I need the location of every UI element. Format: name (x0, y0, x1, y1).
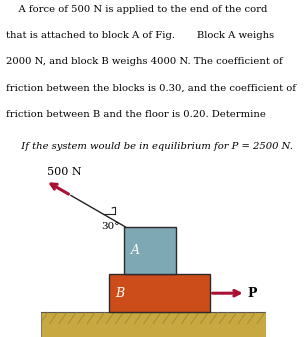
Text: If the system would be in equilibrium for P = 2500 N.: If the system would be in equilibrium fo… (15, 143, 293, 151)
Text: that is attached to block A of Fig.       Block A weighs: that is attached to block A of Fig. Bloc… (6, 31, 274, 40)
Text: friction between B and the floor is 0.20. Determine: friction between B and the floor is 0.20… (6, 110, 266, 119)
Bar (109, 274, 210, 312)
Text: 30°: 30° (101, 221, 120, 231)
Text: A force of 500 N is applied to the end of the cord: A force of 500 N is applied to the end o… (6, 5, 267, 14)
Text: P: P (248, 287, 257, 300)
Bar (41, 312, 266, 337)
Text: B: B (115, 287, 124, 300)
Text: 500 N: 500 N (47, 167, 81, 178)
Text: A: A (131, 244, 140, 257)
Text: 2000 N, and block B weighs 4000 N. The coefficient of: 2000 N, and block B weighs 4000 N. The c… (6, 57, 283, 66)
Text: friction between the blocks is 0.30, and the coefficient of: friction between the blocks is 0.30, and… (6, 83, 296, 92)
Bar (124, 227, 176, 274)
